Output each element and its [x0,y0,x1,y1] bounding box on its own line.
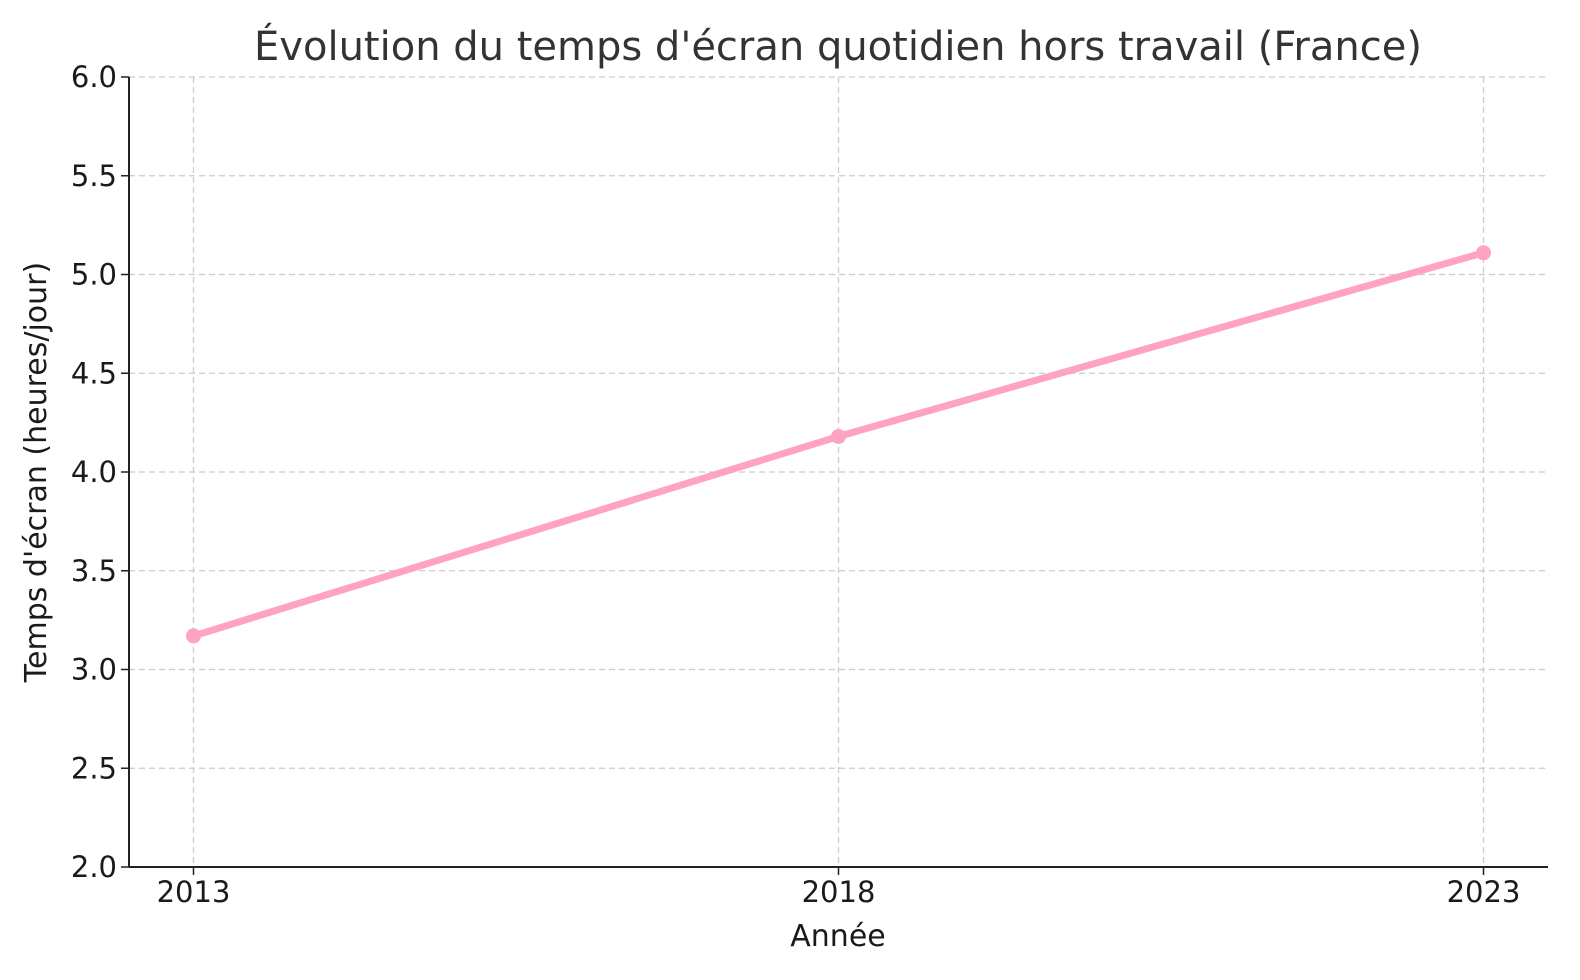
grid [129,76,1548,868]
y-tick-label: 4.5 [71,356,117,390]
series-group [186,245,1491,644]
y-axis-ticks: 2.0 2.5 3.0 3.5 4.0 4.5 5.0 5.5 6.0 [71,60,129,884]
y-tick-label: 4.0 [71,455,117,489]
y-tick-label: 5.0 [71,258,117,292]
x-tick-label: 2023 [1447,875,1521,909]
x-tick-label: 2018 [802,875,876,909]
data-point [1476,245,1491,261]
x-axis-label: Année [790,919,885,954]
x-tick-label: 2013 [157,875,231,909]
y-tick-label: 3.5 [71,554,117,588]
y-tick-label: 2.5 [71,751,117,785]
y-tick-label: 5.5 [71,159,117,193]
data-point [831,428,846,444]
data-point [186,628,201,644]
chart-title: Évolution du temps d'écran quotidien hor… [254,22,1422,70]
y-tick-label: 3.0 [71,653,117,687]
y-axis-label: Temps d'écran (heures/jour) [19,262,54,683]
y-tick-label: 6.0 [71,60,117,94]
x-axis-ticks: 2013 2018 2023 [157,867,1521,909]
y-tick-label: 2.0 [71,850,117,884]
